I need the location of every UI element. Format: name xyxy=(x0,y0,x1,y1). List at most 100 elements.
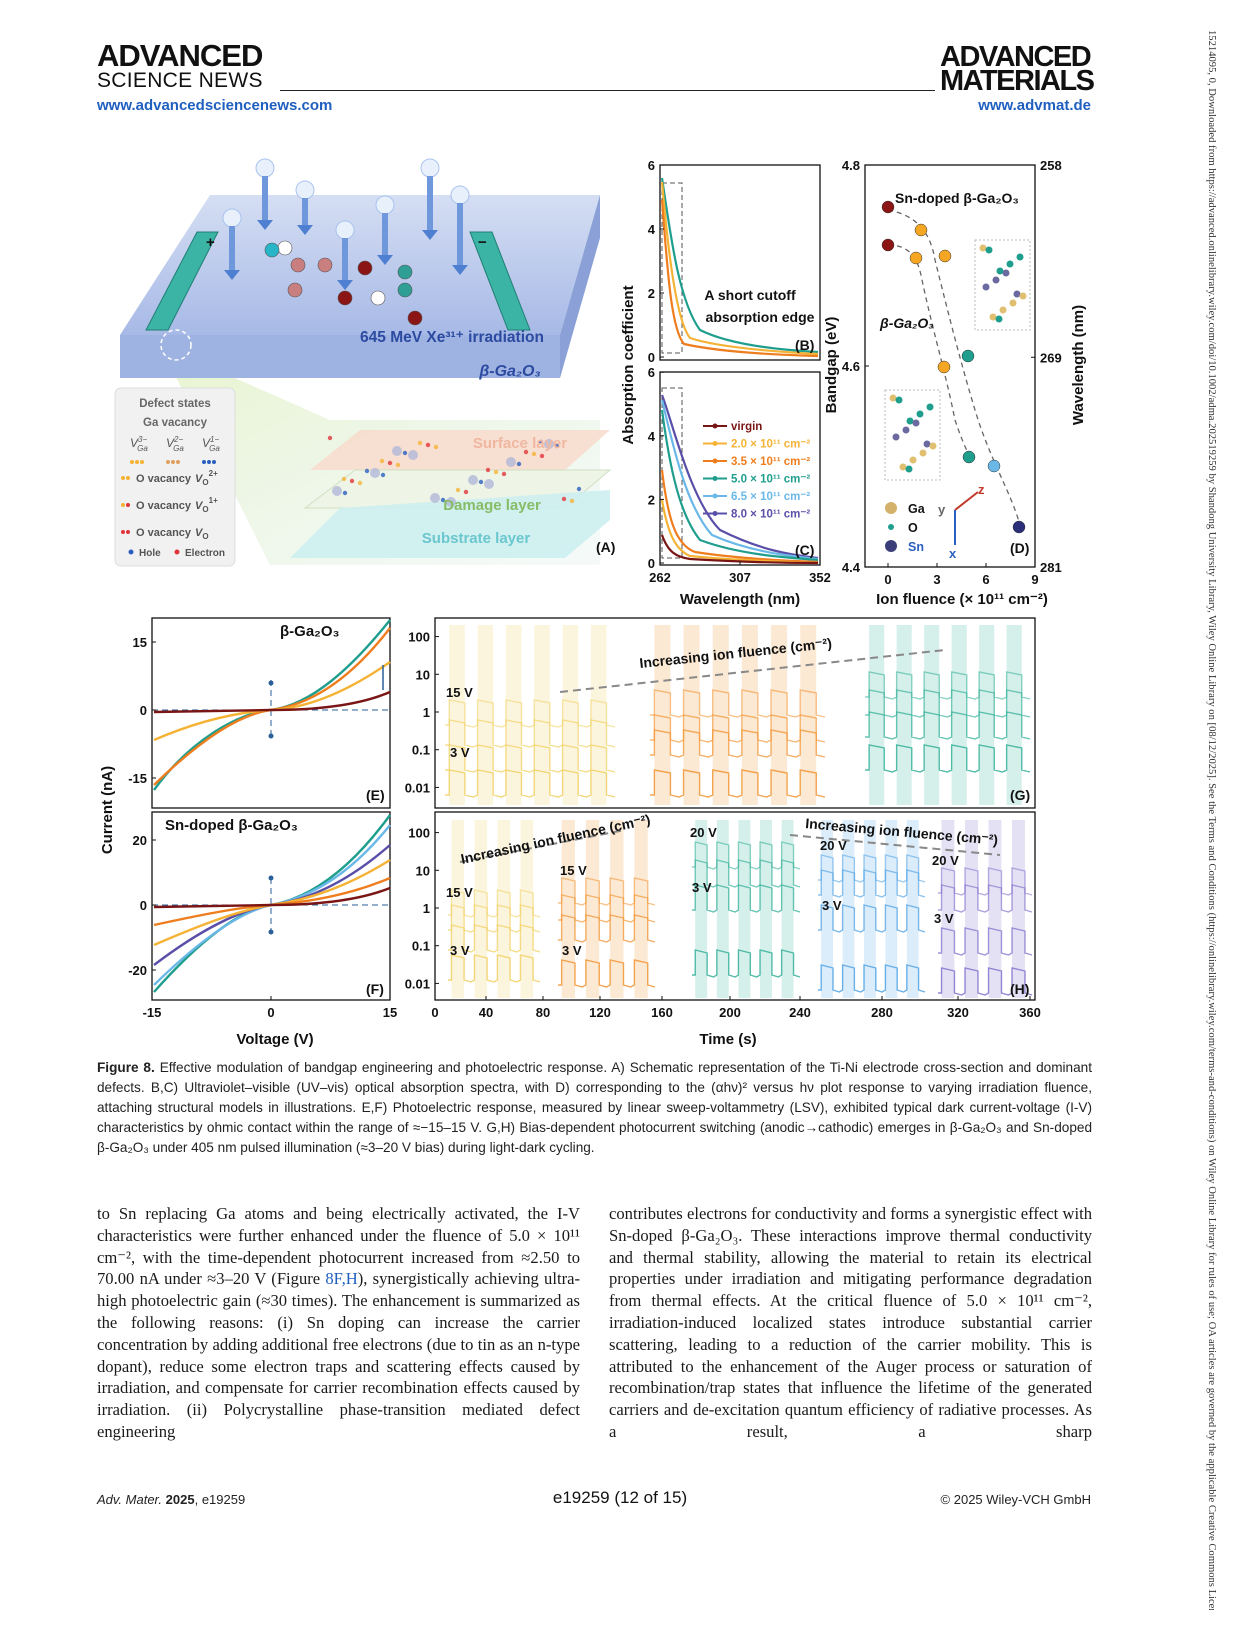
bias-label: 20 V xyxy=(932,853,959,868)
data-point xyxy=(1012,520,1026,534)
y-tick-label: 258 xyxy=(1040,158,1062,173)
defect-dot xyxy=(126,530,130,534)
particle xyxy=(446,497,456,507)
x-tick-label: 200 xyxy=(719,1005,741,1020)
panel-label: (D) xyxy=(1010,540,1029,556)
shape xyxy=(268,929,274,935)
light-pulse xyxy=(534,625,550,805)
crystal-atom xyxy=(895,396,903,404)
pulse-trace xyxy=(938,927,1033,956)
shape xyxy=(887,209,1021,526)
crystal-atom xyxy=(1013,290,1021,298)
pulse-trace xyxy=(938,884,1033,913)
defect-state: V1− Ga xyxy=(202,435,220,453)
shape xyxy=(659,164,821,361)
annotation: absorption edge xyxy=(706,309,815,325)
crystal-atom xyxy=(929,442,937,450)
symbol: V xyxy=(130,436,139,450)
light-pulse xyxy=(610,820,624,998)
url-left[interactable]: www.advancedsciencenews.com xyxy=(97,97,333,114)
x-tick-label: 80 xyxy=(536,1005,550,1020)
crystal-atom xyxy=(979,244,987,252)
light-pulse xyxy=(924,625,940,805)
crystal-atom xyxy=(905,465,913,473)
light-pulse xyxy=(561,820,575,998)
arrow-shaft xyxy=(302,198,308,227)
light-source xyxy=(375,195,395,215)
shape xyxy=(151,617,391,809)
data-point xyxy=(937,360,951,374)
pulse-trace xyxy=(818,869,926,898)
crystal-atom xyxy=(995,315,1003,323)
figure-ref[interactable]: 8F,H xyxy=(325,1269,358,1289)
particle xyxy=(430,493,440,503)
arrow-head xyxy=(257,220,273,230)
y-tick-label: 1 xyxy=(423,901,430,916)
legend-marker xyxy=(712,458,718,464)
legend-entry: virgin xyxy=(731,421,762,433)
y-tick-label: 2 xyxy=(648,286,655,301)
bias-label: 3 V xyxy=(450,943,470,958)
light-pulse xyxy=(941,820,955,998)
body-right: contributes electrons for conductivity a… xyxy=(609,1204,1092,1441)
x-tick-label: 262 xyxy=(649,570,671,585)
crystal-atom xyxy=(996,267,1004,275)
rule-line xyxy=(789,834,1001,856)
particle xyxy=(455,487,461,493)
ga-vacancy: Ga vacancy xyxy=(143,417,208,429)
legend-marker xyxy=(712,476,718,481)
crystal-atom xyxy=(989,313,997,321)
legend-entry: Sn xyxy=(908,540,924,554)
particle xyxy=(408,450,418,460)
x-tick-label: 320 xyxy=(947,1005,969,1020)
light-pulse xyxy=(477,625,494,805)
header-rule xyxy=(280,90,935,92)
shape xyxy=(120,335,560,378)
annotation: A short cutoff xyxy=(704,287,796,303)
particle xyxy=(493,469,499,475)
shape xyxy=(660,199,819,358)
particle xyxy=(380,472,386,478)
url-right[interactable]: www.advmat.de xyxy=(978,97,1091,114)
hole-label: Hole xyxy=(139,548,161,559)
shape xyxy=(660,177,819,354)
shape xyxy=(660,469,819,564)
shape xyxy=(264,240,423,326)
pulse-trace xyxy=(448,904,541,933)
arrow-shaft xyxy=(382,213,388,257)
x-tick-label: 0 xyxy=(884,572,891,587)
pulse-trace xyxy=(650,729,826,758)
shape xyxy=(152,680,390,932)
y-tick-label: 4 xyxy=(648,429,656,444)
light-source xyxy=(335,220,355,240)
shape xyxy=(160,329,192,361)
body-left: to Sn replacing Ga atoms and being elect… xyxy=(97,1203,580,1443)
brand-top: ADVANCED xyxy=(97,38,263,73)
x-tick-label: 0 xyxy=(431,1005,438,1020)
pulse-trace xyxy=(818,964,926,993)
arrow-shaft xyxy=(457,203,463,267)
light-source xyxy=(450,185,470,205)
cathode: − xyxy=(478,234,487,251)
light-pulse xyxy=(520,820,534,998)
text: to Sn replacing Ga atoms and being elect… xyxy=(97,1204,580,1289)
light-pulse xyxy=(712,625,729,805)
light-pulse xyxy=(771,625,788,805)
pulse-trace xyxy=(692,949,801,978)
irradiation-label: 645 MeV Xe³¹⁺ irradiation xyxy=(360,329,544,346)
series-label: Sn-doped β-Ga₂O₃ xyxy=(895,190,1019,206)
atom xyxy=(397,264,413,280)
light-pulse xyxy=(864,820,876,998)
symbol: V xyxy=(195,473,204,485)
download-notice: 15214095, 0, Downloaded from https://adv… xyxy=(1206,30,1217,1610)
particle xyxy=(379,458,385,464)
shape: + − 645 MeV Xe³¹⁺ irradiation β-Ga₂O₃ De… xyxy=(114,158,615,567)
panel-title: β-Ga₂O₃ xyxy=(280,623,339,640)
light-pulse xyxy=(505,625,522,805)
bias-label: 3 V xyxy=(692,880,712,895)
panel-label: (G) xyxy=(1010,787,1030,803)
anode: + xyxy=(206,234,215,251)
